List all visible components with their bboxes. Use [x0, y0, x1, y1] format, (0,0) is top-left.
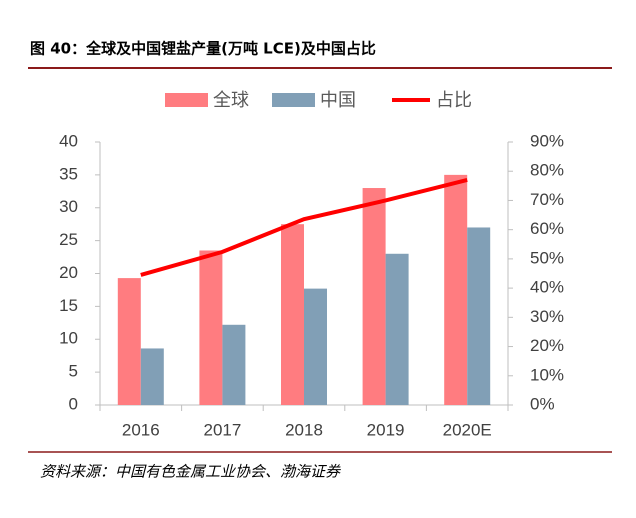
legend-swatch	[165, 93, 208, 107]
y-tick-label: 25	[59, 230, 78, 249]
bar	[117, 278, 141, 405]
legend-swatch	[272, 93, 315, 107]
y-tick-label: 30	[59, 197, 78, 216]
bar	[362, 188, 386, 405]
y2-tick-label: 60%	[530, 219, 564, 238]
x-tick-label: 2019	[367, 420, 405, 439]
y2-tick-label: 80%	[530, 161, 564, 180]
y2-tick-label: 10%	[530, 365, 564, 384]
legend-label: 全球	[213, 90, 249, 111]
bar	[385, 253, 409, 405]
line	[140, 178, 468, 277]
chart-title: 图 40：全球及中国锂盐产量(万吨 LCE)及中国占比	[30, 40, 376, 58]
y-tick-label: 20	[59, 263, 78, 282]
source: 资料来源：中国有色金属工业协会、渤海证券	[40, 463, 341, 481]
bar	[444, 174, 468, 405]
y-tick-label: 15	[59, 296, 78, 315]
bar	[304, 288, 327, 405]
bar	[467, 227, 491, 405]
bar	[199, 250, 223, 405]
x-tick-label: 2016	[122, 420, 160, 439]
x-tick-label: 2017	[203, 420, 241, 439]
y-tick-label: 5	[69, 362, 78, 381]
y2-tick-label: 0%	[530, 394, 555, 413]
y2-tick-label: 90%	[530, 131, 564, 150]
legend-label: 中国	[320, 90, 356, 111]
x-tick-label: 2018	[285, 420, 323, 439]
y-tick-label: 0	[69, 394, 78, 413]
bar	[222, 324, 246, 405]
legend-label: 占比	[436, 90, 472, 111]
x-tick-label: 2020E	[443, 420, 492, 439]
bar	[140, 348, 164, 405]
y2-tick-label: 40%	[530, 278, 564, 297]
y-tick-label: 10	[59, 329, 78, 348]
y2-tick-label: 70%	[530, 190, 564, 209]
y-tick-label: 40	[59, 131, 78, 150]
bar	[281, 224, 304, 405]
y-tick-label: 35	[59, 164, 78, 183]
y2-tick-label: 50%	[530, 248, 564, 267]
y2-tick-label: 30%	[530, 307, 564, 326]
y2-tick-label: 20%	[530, 336, 564, 355]
